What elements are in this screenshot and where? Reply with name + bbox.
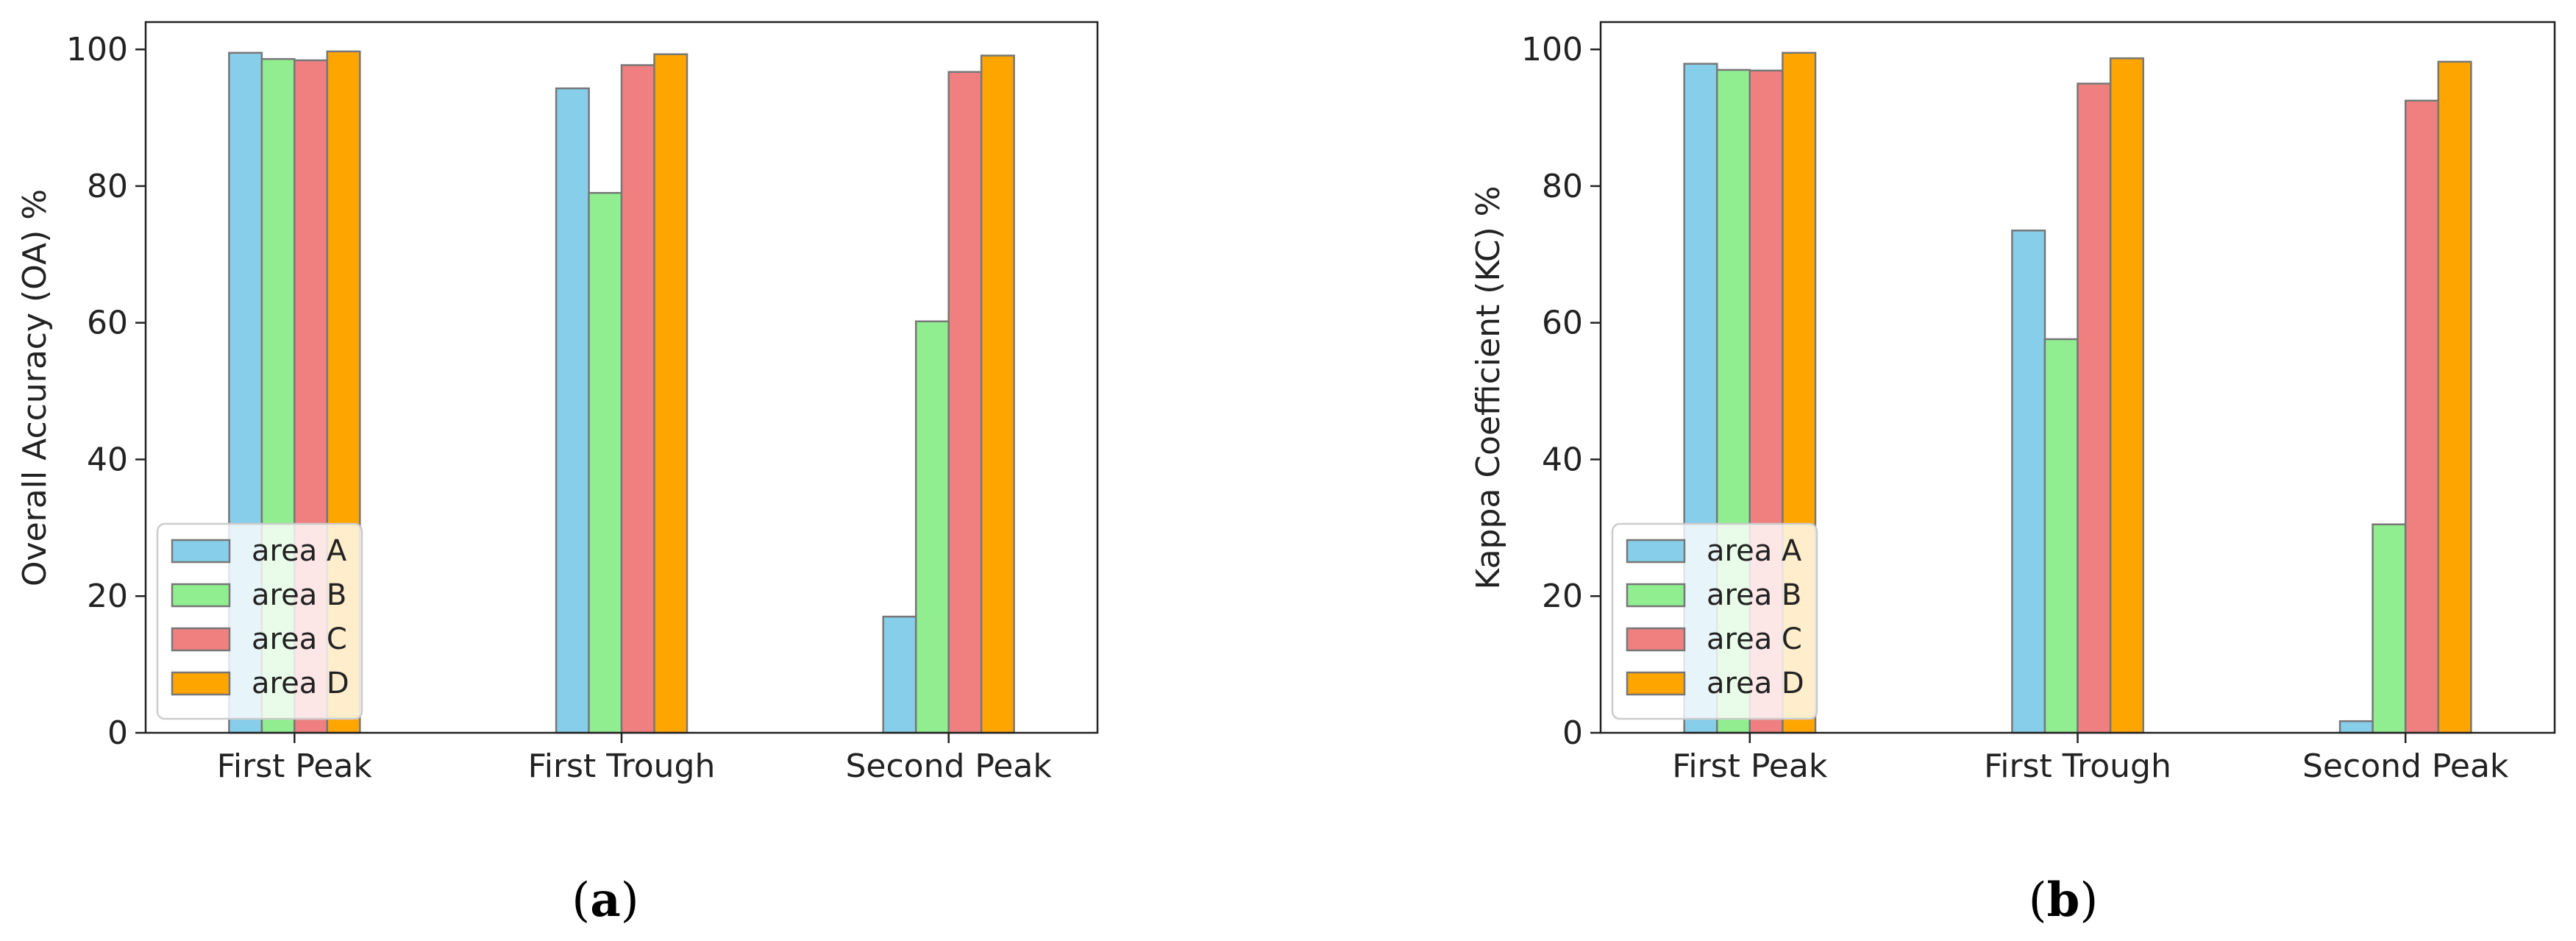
legend-swatch <box>1626 671 1686 696</box>
y-tick-label: 80 <box>1542 168 1583 205</box>
y-tick-label: 0 <box>1562 714 1583 752</box>
bar-area-b-second-peak <box>914 320 950 734</box>
panel-label: (b) <box>2029 873 2099 928</box>
y-tick-label: 20 <box>87 578 128 615</box>
legend-swatch <box>171 627 231 652</box>
bar-area-a-first-trough <box>2011 230 2046 734</box>
y-axis-label: Kappa Coefficient (KC) % <box>1470 185 1507 589</box>
chart-panel-b: 0 20 40 60 80 100 First Peak First Trough Second… <box>1470 21 2556 928</box>
bar-area-b-second-peak <box>2372 523 2407 734</box>
panel-label-open: ( <box>572 873 590 928</box>
x-tick-label: First Peak <box>1672 748 1828 785</box>
legend-swatch <box>1626 627 1686 652</box>
chart-panel-a: 0 20 40 60 80 100 First Peak First Trough Second… <box>16 21 1099 928</box>
legend-swatch <box>1626 583 1686 608</box>
y-tick-label: 20 <box>1542 578 1583 615</box>
bar-area-a-first-trough <box>555 87 590 734</box>
legend-label: area A <box>1707 534 1802 568</box>
bar-area-d-first-trough <box>2109 57 2144 734</box>
y-tick-label: 80 <box>87 168 128 205</box>
bar-area-a-second-peak <box>2338 720 2374 734</box>
bar-area-d-second-peak <box>980 54 1015 734</box>
panel-label: (a) <box>572 873 638 928</box>
legend-label: area B <box>1707 578 1801 612</box>
legend-box <box>1611 522 1818 720</box>
y-tick-label: 0 <box>107 714 128 752</box>
legend-label: area D <box>252 667 349 700</box>
legend-swatch <box>171 539 231 564</box>
bar-area-a-second-peak <box>882 615 917 734</box>
legend-box <box>156 522 363 720</box>
bar-area-b-first-trough <box>588 191 623 734</box>
legend: area A area B area C area D <box>1611 522 1818 720</box>
bar-area-d-first-trough <box>653 53 689 734</box>
bar-area-d-second-peak <box>2437 60 2472 734</box>
bar-area-c-first-trough <box>2077 82 2112 734</box>
legend-swatch <box>171 671 231 696</box>
legend-label: area D <box>1707 667 1804 700</box>
legend-label: area B <box>252 578 346 612</box>
legend-label: area C <box>252 622 347 656</box>
legend-label: area A <box>252 534 347 568</box>
panel-label-letter: b <box>2047 873 2080 928</box>
x-tick-label: Second Peak <box>845 748 1052 785</box>
x-tick-label: First Trough <box>1984 748 2171 785</box>
panel-label-open: ( <box>2029 873 2047 928</box>
y-tick-label: 60 <box>1542 305 1583 342</box>
panel-label-letter: a <box>590 873 620 928</box>
legend-swatch <box>171 583 231 608</box>
panel-label-close: ) <box>2079 873 2098 928</box>
bar-area-c-second-peak <box>947 71 983 734</box>
y-tick-label: 60 <box>87 305 128 342</box>
y-tick-label: 100 <box>66 31 128 68</box>
legend-label: area C <box>1707 622 1802 656</box>
legend-swatch <box>1626 539 1686 564</box>
legend: area A area B area C area D <box>156 522 363 720</box>
x-tick-label: First Trough <box>528 748 716 785</box>
x-tick-label: First Peak <box>217 748 373 785</box>
bar-area-c-second-peak <box>2404 99 2440 734</box>
bar-area-b-first-trough <box>2043 338 2079 734</box>
bar-area-c-first-trough <box>620 64 655 734</box>
y-tick-label: 40 <box>87 441 128 478</box>
y-tick-label: 40 <box>1542 441 1583 478</box>
y-tick-label: 100 <box>1521 31 1583 68</box>
panel-label-close: ) <box>621 873 639 928</box>
x-tick-label: Second Peak <box>2302 748 2509 785</box>
y-axis-label: Overall Accuracy (OA) % <box>16 189 54 586</box>
